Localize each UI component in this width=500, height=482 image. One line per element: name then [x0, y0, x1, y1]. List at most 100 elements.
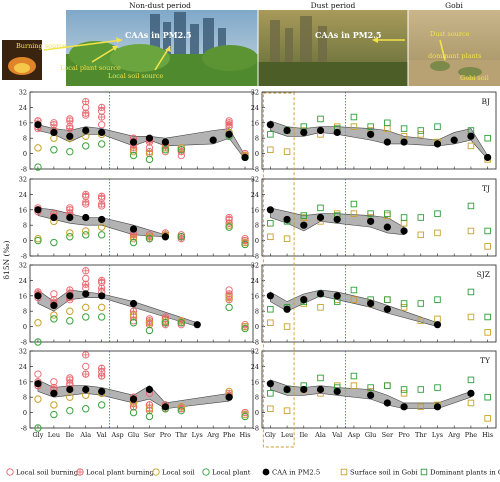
x-category-label: Val [331, 431, 342, 439]
x-category-label: Ile [66, 431, 75, 439]
local-soil-point [97, 303, 106, 312]
y-tick-label: 0 [255, 409, 259, 417]
x-category-label: Ile [300, 431, 309, 439]
x-category-label: Ser [382, 431, 394, 439]
caa-point [333, 128, 341, 137]
banner-local-plant-source: Local plant source [60, 64, 121, 72]
x-category-label: Lys [192, 431, 203, 439]
y-tick-label: 0 [23, 237, 27, 245]
gobi-soil-point [484, 329, 491, 336]
caa-point [193, 321, 201, 329]
local-plant-point [145, 234, 154, 243]
site-label: BJ [481, 97, 490, 106]
gobi-plant-point [267, 306, 274, 313]
y-tick-label: 16 [251, 119, 259, 127]
local-plant-point [82, 231, 90, 239]
local-soil-point [34, 144, 42, 152]
gobi-plant-point [350, 372, 358, 380]
gobi-soil-point [317, 304, 324, 311]
caa-point [98, 387, 106, 396]
caa-point [161, 138, 169, 146]
x-category-label: Pro [160, 431, 171, 439]
caa-point [316, 385, 325, 394]
caa-point [367, 299, 375, 308]
gobi-soil-point [467, 313, 475, 321]
x-category-label: Leu [48, 431, 60, 439]
y-tick-label: 24 [251, 363, 259, 371]
panel-d-ty: -8 0 8 16 24 32 TY [251, 348, 497, 433]
local-plant-point [145, 412, 154, 421]
gobi-plant-point [434, 123, 441, 130]
caa-point [34, 292, 42, 300]
x-category-label: Pro [398, 431, 409, 439]
local-plant-point [225, 303, 233, 312]
gobi-soil-point [350, 123, 358, 130]
y-tick-label: 0 [255, 150, 259, 158]
local-plant-point [97, 140, 106, 148]
caa-point [66, 132, 74, 140]
caa-point [300, 385, 308, 394]
y-tick-label: 32 [19, 176, 27, 184]
y-tick-label: 0 [255, 323, 259, 331]
caa-point [266, 206, 274, 214]
legend-label-local_plant: Local plant [212, 469, 251, 477]
period-label-dust: Dust period [311, 1, 356, 10]
caa-point [66, 292, 74, 300]
gobi-soil-point [417, 403, 425, 411]
caa-point [129, 299, 138, 308]
gobi-soil-point [267, 319, 274, 327]
gobi-soil-point [434, 315, 441, 323]
panel-nd-ty: -8 0 8 16 24 32 [19, 348, 254, 433]
gobi-plant-point [484, 313, 491, 321]
local-plant-point [129, 408, 138, 417]
site-label: TY [480, 356, 491, 365]
panel-frame [29, 264, 254, 343]
caa-point [66, 385, 74, 394]
caa-point [283, 305, 291, 313]
local-soil-point [34, 234, 42, 243]
gobi-soil-point [467, 142, 475, 150]
gobi-plant-point [267, 390, 274, 397]
gobi-plant-point [484, 227, 491, 235]
local-plant-point [129, 238, 138, 247]
caa-range-band [37, 289, 198, 328]
panel-nd-tj: -8 0 8 16 24 32 [19, 176, 254, 261]
caa-point [316, 290, 325, 298]
y-tick-label: 32 [251, 348, 259, 356]
gobi-plant-point [317, 115, 324, 123]
gobi-plant-point [267, 131, 274, 138]
caa-point [98, 292, 106, 300]
y-tick-label: 32 [251, 262, 259, 270]
gobi-plant-point [484, 134, 491, 142]
source-banner: Non-dust period Dust period Gobi CAAs in… [0, 0, 500, 86]
local-plant-point [50, 315, 58, 323]
x-category-label: Asp [111, 431, 124, 439]
y-tick-label: 16 [19, 292, 27, 300]
local-plant-point [50, 410, 58, 419]
gobi-soil-point [350, 382, 358, 389]
legend-label-burning: Local soil burning [16, 469, 79, 477]
gobi-soil-point [417, 131, 425, 138]
y-tick-label: -8 [253, 425, 259, 433]
gobi-soil-point [434, 229, 441, 237]
gobi-plant-point [350, 286, 358, 294]
y-tick-label: 32 [19, 262, 27, 270]
gobi-plant-point [400, 214, 408, 221]
x-category-label: Phe [223, 431, 236, 439]
local-soil-point [177, 317, 186, 325]
y-tick-label: -8 [253, 339, 259, 347]
legend-label-local_soil: Local soil [162, 469, 195, 477]
local-plant-point [66, 233, 74, 241]
local-plant-point [161, 319, 170, 327]
local-plant-point [82, 142, 90, 150]
caa-point [50, 128, 58, 137]
y-tick-label: 24 [19, 104, 27, 112]
caa-point [283, 215, 291, 224]
x-category-label: Arg [447, 431, 460, 439]
legend-label-gobi_plant: Dominant plants in Gobi [430, 469, 500, 477]
gobi-soil-point [417, 231, 425, 239]
panel-d-sjz: -8 0 8 16 24 32 SJZ [251, 262, 497, 347]
y-tick-label: 16 [251, 206, 259, 214]
banner-burning-source: Burning source [16, 42, 67, 50]
x-category-label: His [239, 431, 250, 439]
